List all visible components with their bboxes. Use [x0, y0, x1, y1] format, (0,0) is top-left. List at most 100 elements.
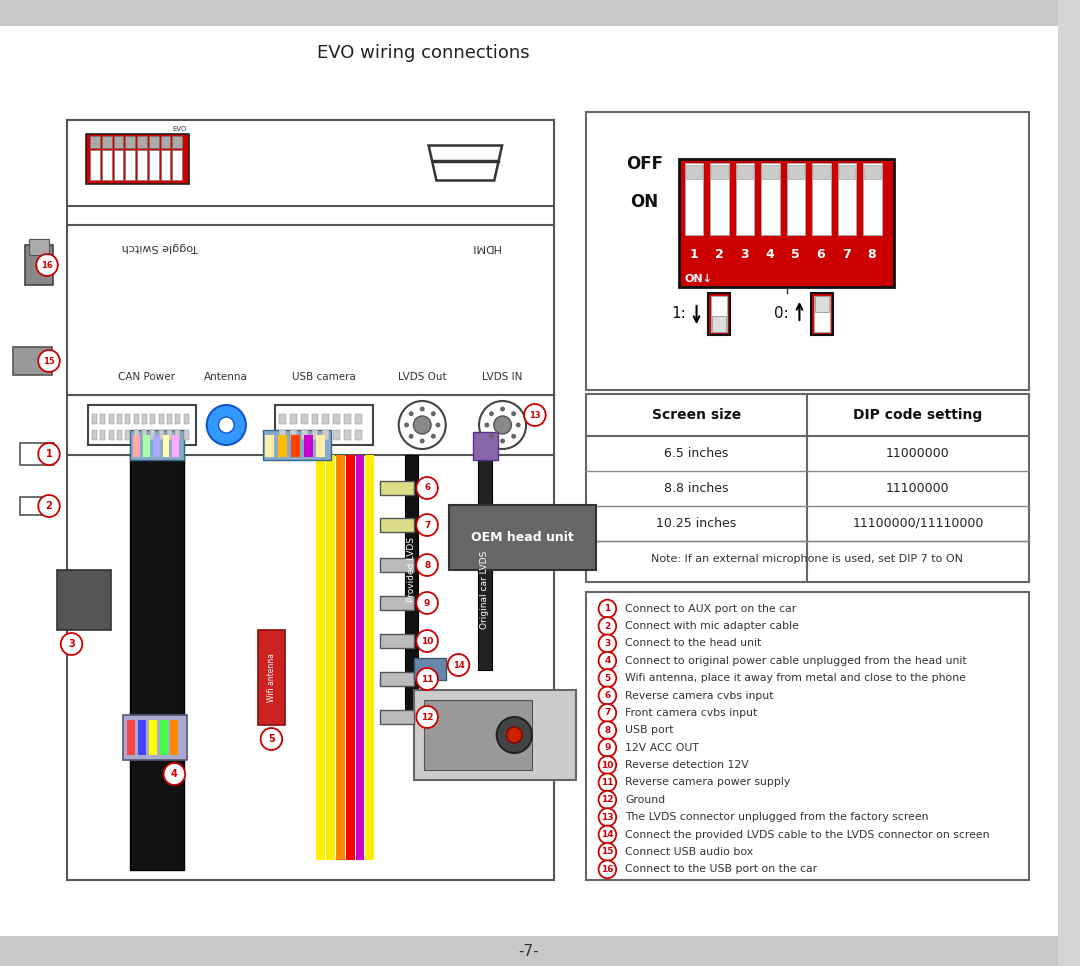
Text: 3: 3: [740, 248, 748, 262]
Bar: [131, 430, 185, 460]
Bar: [125, 414, 131, 424]
Bar: [838, 165, 855, 179]
Circle shape: [417, 668, 437, 690]
Bar: [159, 430, 163, 440]
Bar: [125, 430, 131, 440]
Circle shape: [485, 422, 489, 428]
Bar: [102, 136, 111, 148]
Bar: [167, 430, 172, 440]
Text: LVDS Out: LVDS Out: [397, 372, 446, 382]
Bar: [143, 430, 147, 440]
Circle shape: [598, 687, 617, 704]
Circle shape: [448, 654, 470, 676]
Bar: [67, 120, 554, 206]
Text: 1: 1: [689, 248, 698, 262]
Bar: [322, 414, 329, 424]
Bar: [149, 720, 157, 755]
Text: Original car LVDS: Original car LVDS: [481, 551, 489, 629]
Bar: [92, 414, 97, 424]
Circle shape: [218, 417, 234, 433]
Bar: [100, 430, 106, 440]
Circle shape: [598, 652, 617, 669]
Bar: [100, 414, 106, 424]
Bar: [173, 435, 179, 457]
Circle shape: [404, 422, 409, 428]
Bar: [585, 394, 1028, 582]
Text: Reverse detection 12V: Reverse detection 12V: [625, 760, 748, 770]
Text: 0:: 0:: [774, 305, 789, 321]
Text: Connect the provided LVDS cable to the LVDS connector on screen: Connect the provided LVDS cable to the L…: [625, 830, 989, 839]
Text: USB port: USB port: [625, 725, 674, 735]
Circle shape: [60, 633, 82, 655]
Bar: [279, 435, 287, 457]
Bar: [343, 430, 351, 440]
Bar: [686, 165, 702, 179]
Bar: [92, 430, 97, 440]
Bar: [316, 455, 325, 860]
Text: Connect to AUX port on the car: Connect to AUX port on the car: [625, 604, 796, 613]
Text: -7-: -7-: [518, 944, 539, 958]
Bar: [13, 347, 52, 375]
Text: 11100000: 11100000: [887, 482, 949, 495]
Bar: [737, 165, 754, 179]
Text: OEM head unit: OEM head unit: [471, 531, 573, 544]
Bar: [19, 443, 54, 465]
Bar: [415, 658, 446, 680]
Text: Ground: Ground: [625, 795, 665, 805]
Bar: [159, 414, 163, 424]
Text: 3: 3: [68, 639, 75, 649]
Text: 9: 9: [424, 599, 430, 608]
Text: 10.25 inches: 10.25 inches: [657, 517, 737, 530]
Text: The LVDS connector unplugged from the factory screen: The LVDS connector unplugged from the fa…: [625, 812, 929, 822]
Text: 7: 7: [424, 521, 430, 529]
Bar: [90, 150, 100, 180]
Circle shape: [420, 439, 424, 443]
Bar: [125, 136, 135, 148]
Text: Toggle Switch: Toggle Switch: [121, 242, 198, 252]
Bar: [117, 414, 122, 424]
Bar: [109, 430, 113, 440]
Bar: [380, 596, 415, 610]
Circle shape: [500, 407, 505, 412]
Bar: [57, 570, 111, 630]
Text: 4: 4: [604, 656, 610, 666]
Text: Reverse camera cvbs input: Reverse camera cvbs input: [625, 691, 773, 700]
Text: 13: 13: [602, 812, 613, 822]
Text: 13: 13: [529, 411, 541, 419]
Bar: [167, 414, 172, 424]
Circle shape: [431, 434, 435, 439]
Bar: [131, 455, 185, 870]
Circle shape: [37, 254, 58, 276]
Text: 7: 7: [604, 708, 610, 718]
Text: 8: 8: [424, 560, 430, 570]
Text: Connect to original power cable unplugged from the head unit: Connect to original power cable unplugge…: [625, 656, 967, 666]
Circle shape: [417, 554, 437, 576]
Circle shape: [38, 443, 59, 465]
Bar: [266, 435, 274, 457]
Bar: [380, 672, 415, 686]
Text: 11: 11: [602, 778, 613, 787]
Bar: [163, 435, 170, 457]
Bar: [137, 136, 147, 148]
Circle shape: [598, 861, 617, 878]
Bar: [448, 505, 596, 570]
Bar: [300, 430, 308, 440]
Text: Connect to the USB port on the car: Connect to the USB port on the car: [625, 865, 818, 874]
Bar: [786, 163, 806, 235]
Bar: [123, 715, 187, 760]
Text: 2: 2: [605, 621, 610, 631]
Bar: [184, 430, 189, 440]
Text: 1:: 1:: [672, 305, 686, 321]
Text: 6: 6: [816, 248, 825, 262]
Circle shape: [598, 739, 617, 756]
Text: Screen size: Screen size: [652, 408, 741, 422]
Text: LVDS IN: LVDS IN: [483, 372, 523, 382]
Text: 1: 1: [605, 604, 610, 613]
Text: HDMI: HDMI: [470, 242, 500, 252]
Text: USB camera: USB camera: [293, 372, 356, 382]
Bar: [365, 455, 375, 860]
Text: 4: 4: [171, 769, 178, 779]
Bar: [143, 435, 150, 457]
Bar: [291, 435, 300, 457]
Bar: [89, 405, 195, 445]
